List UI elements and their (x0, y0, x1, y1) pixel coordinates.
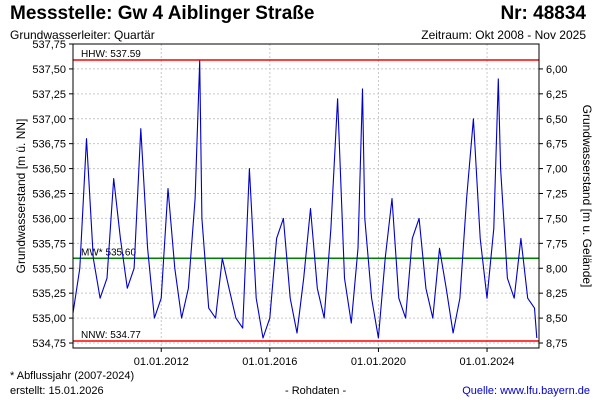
footnote: * Abflussjahr (2007-2024) (10, 370, 135, 382)
y-tick-label-right: 6,75 (546, 139, 567, 151)
y-tick-label: 536,50 (32, 164, 66, 176)
tick-labels: 534,75 535,00 535,25 535,50 535,75 536,00 536,… (32, 39, 567, 368)
reference-label: NNW: 534.77 (81, 330, 141, 341)
series-layer (72, 60, 538, 339)
y-tick-label-right: 8,75 (546, 338, 567, 350)
page-title: Messstelle: Gw 4 Aiblinger Straße (10, 3, 315, 24)
y-axis-label: Grundwasserstand [m ü. NN] (14, 119, 28, 274)
raw-data-label: - Rohdaten - (285, 385, 347, 397)
y-tick-label-right: 8,25 (546, 288, 567, 300)
y-tick-label-right: 8,50 (546, 313, 567, 325)
grid (73, 43, 539, 348)
y-tick-label: 535,25 (32, 288, 66, 300)
y-tick-label-right: 8,00 (546, 263, 567, 275)
y-tick-label: 536,00 (32, 213, 66, 225)
created-date: erstellt: 15.01.2026 (10, 385, 104, 397)
x-tick-label: 01.01.2012 (134, 356, 189, 368)
y-tick-label-right: 7,00 (546, 164, 567, 176)
y-tick-label: 535,50 (32, 263, 66, 275)
plot-frame (72, 43, 540, 349)
series-line (72, 60, 538, 339)
y-tick-label: 535,00 (32, 313, 66, 325)
station-number: Nr: 48834 (500, 3, 586, 24)
y-tick-label-right: 6,50 (546, 114, 567, 126)
x-tick-label: 01.01.2024 (460, 356, 515, 368)
source-link[interactable]: Quelle: www.lfu.bayern.de (462, 385, 590, 397)
y-tick-label: 537,75 (32, 39, 66, 51)
y-tick-label: 537,50 (32, 64, 66, 76)
aquifer-label: Grundwasserleiter: Quartär (10, 28, 155, 42)
y-tick-label-right: 6,25 (546, 89, 567, 101)
period-label: Zeitraum: Okt 2008 - Nov 2025 (421, 28, 586, 42)
y-tick-label: 537,00 (32, 114, 66, 126)
y-tick-label: 537,25 (32, 89, 66, 101)
y-tick-label: 534,75 (32, 338, 66, 350)
y-tick-label: 536,25 (32, 189, 66, 201)
x-tick-label: 01.01.2020 (351, 356, 406, 368)
y-tick-label-right: 6,00 (546, 64, 567, 76)
reference-label: HHW: 537.59 (81, 49, 141, 60)
y-tick-label: 535,75 (32, 238, 66, 250)
y-tick-label-right: 7,75 (546, 238, 567, 250)
y-axis-label-right: Grundwasserstand [m u. Gelände] (580, 105, 594, 288)
x-tick-label: 01.01.2016 (242, 356, 297, 368)
y-tick-label-right: 7,25 (546, 189, 567, 201)
y-tick-label-right: 7,50 (546, 213, 567, 225)
y-tick-label: 536,75 (32, 139, 66, 151)
